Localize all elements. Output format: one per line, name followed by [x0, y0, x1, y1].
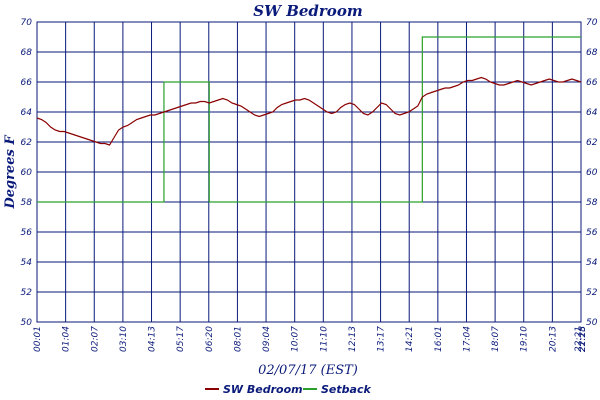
x-tick-label: 14:21: [405, 326, 415, 352]
legend-label: Setback: [321, 383, 371, 396]
chart-title: SW Bedroom: [253, 2, 362, 20]
y-axis-label: Degrees F: [3, 135, 18, 210]
x-tick-label: 18:07: [491, 326, 501, 352]
x-tick-label: 13:17: [377, 326, 387, 352]
y-tick-label-right: 70: [586, 18, 598, 28]
y-tick-label-left: 68: [21, 48, 33, 58]
x-tick-label: 10:07: [291, 326, 301, 352]
y-tick-label-left: 52: [21, 288, 33, 298]
x-tick-label: 04:13: [148, 326, 158, 352]
y-tick-label-right: 50: [586, 318, 598, 328]
x-tick-label: 17:04: [462, 326, 472, 352]
y-axis-right-ticks: 50 52 54 56 58 60 62 64 66 68 70: [586, 18, 598, 328]
series-line-setback: [37, 36, 581, 203]
x-tick-label: 22:25: [578, 326, 588, 352]
y-tick-label-left: 56: [21, 228, 33, 238]
legend-label: SW Bedroom: [223, 383, 303, 396]
y-tick-label-right: 54: [586, 258, 598, 268]
x-tick-label: 20:13: [548, 326, 558, 352]
y-axis-left-ticks: 50 52 54 56 58 60 62 64 66 68 70: [21, 18, 33, 328]
x-tick-label: 05:17: [176, 326, 186, 352]
y-tick-label-left: 54: [21, 258, 33, 268]
y-tick-label-left: 50: [21, 318, 33, 328]
x-tick-label: 11:10: [319, 326, 329, 352]
series-line-sw-bedroom: [36, 76, 582, 146]
legend: SW Bedroom Setback: [205, 383, 371, 396]
x-tick-label: 21:18: [578, 326, 588, 352]
grid-lines: [37, 22, 581, 322]
setback-series: [37, 36, 581, 203]
y-tick-label-right: 66: [586, 78, 598, 88]
x-tick-label: 08:01: [233, 326, 243, 352]
x-tick-label: 00:01: [33, 326, 43, 352]
x-tick-label: 06:20: [205, 326, 215, 352]
x-tick-label: 19:10: [520, 326, 530, 352]
y-tick-label-right: 68: [586, 48, 598, 58]
y-tick-label-left: 62: [21, 138, 33, 148]
y-tick-label-left: 70: [21, 18, 33, 28]
x-tick-label: 16:01: [434, 326, 444, 352]
x-axis-label: 02/07/17 (EST): [258, 363, 358, 378]
x-tick-label: 12:13: [348, 326, 358, 352]
x-tick-label: 09:04: [262, 326, 272, 352]
sw-bedroom-series: [36, 76, 582, 146]
y-tick-label-left: 60: [21, 168, 33, 178]
y-tick-label-right: 60: [586, 168, 598, 178]
y-tick-label-right: 62: [586, 138, 598, 148]
x-tick-label: 01:04: [62, 326, 72, 352]
y-tick-label-left: 66: [21, 78, 33, 88]
y-tick-label-right: 64: [586, 108, 598, 118]
x-tick-label: 03:10: [119, 326, 129, 352]
y-tick-label-left: 58: [21, 198, 33, 208]
x-tick-label: 22:21: [574, 326, 584, 352]
y-tick-label-right: 56: [586, 228, 598, 238]
y-tick-label-right: 52: [586, 288, 598, 298]
x-axis-ticks: 00:01 01:04 02:07 03:10 04:13 05:17 06:20 08:01…: [33, 326, 588, 352]
y-tick-label-left: 64: [21, 108, 33, 118]
y-tick-label-right: 58: [586, 198, 598, 208]
x-tick-label: 02:07: [90, 326, 100, 352]
